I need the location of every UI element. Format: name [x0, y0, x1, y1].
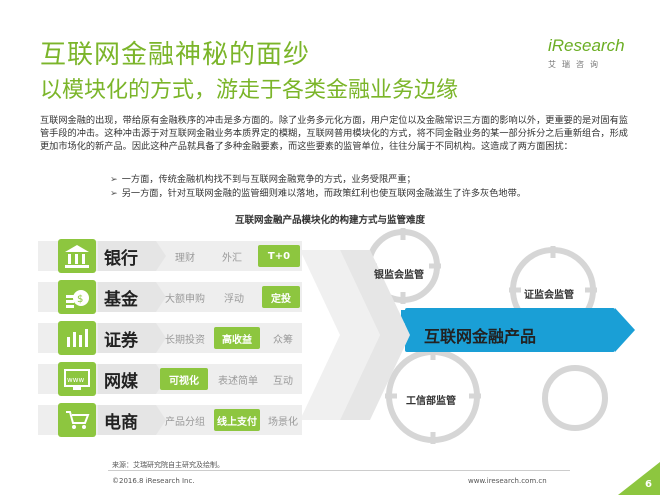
iresearch-logo: iResearch 艾瑞咨询 [548, 36, 630, 82]
module-tag: 表述简单 [218, 375, 258, 387]
module-tag: 长期投资 [165, 334, 205, 346]
module-tag-highlight: 高收益 [214, 327, 260, 349]
module-tag: 互动 [273, 375, 293, 387]
bullet-item: ➢ 一方面，传统金融机构找不到与互联网金融竞争的方式，业务受限严重； [110, 171, 416, 185]
module-tag-highlight: 可视化 [160, 368, 208, 390]
www-icon: www [58, 362, 96, 396]
row-label: 网媒 [98, 364, 166, 394]
center-product-label: 互联网金融产品 [424, 327, 537, 346]
arrow-icon: ➢ [110, 188, 118, 199]
row-label: 基金 [98, 282, 166, 312]
arrow-icon: ➢ [110, 174, 118, 185]
svg-text:$: $ [77, 294, 83, 305]
regulator-label: 证监会监管 [524, 290, 574, 301]
module-tag-highlight: T+0 [258, 245, 300, 267]
module-tag: 大额申购 [165, 293, 205, 305]
row-label: 电商 [98, 405, 166, 435]
body-paragraph: 互联网金融的出现，带给原有金融秩序的冲击是多方面的。除了业务多元化方面，用户定位… [40, 115, 628, 152]
module-tag: 浮动 [224, 293, 244, 305]
footer-url: www.iresearch.com.cn [468, 477, 547, 485]
footer-divider [108, 470, 570, 471]
stock-icon [58, 321, 96, 355]
ecommerce-icon [58, 403, 96, 437]
module-tag: 场景化 [268, 416, 298, 428]
page-subtitle: 以模块化的方式，游走于各类金融业务边缘 [40, 78, 459, 103]
page-number: 6 [645, 479, 652, 490]
regulator-label: 银监会监管 [374, 270, 424, 281]
row-label: 银行 [98, 241, 166, 271]
bullet-text: 一方面，传统金融机构找不到与互联网金融竞争的方式，业务受限严重； [121, 174, 416, 185]
module-tag: 产品分组 [165, 416, 205, 428]
diagram-title: 互联网金融产品模块化的构建方式与监管难度 [234, 215, 425, 226]
module-tag: 外汇 [222, 252, 242, 264]
regulator-label: 工信部监管 [406, 396, 456, 407]
row-label: 证券 [98, 323, 166, 353]
page-number-badge: 6 [618, 462, 660, 495]
page-title: 互联网金融神秘的面纱 [40, 40, 311, 70]
module-tag: 理财 [175, 252, 195, 264]
bank-icon [58, 239, 96, 273]
fund-icon: $ [58, 280, 96, 314]
source-note: 来源：艾瑞研究院自主研究及绘制。 [112, 461, 224, 469]
module-tag-highlight: 线上支付 [214, 409, 260, 431]
merge-arrows [300, 250, 410, 420]
copyright: ©2016.8 iResearch Inc. [112, 477, 195, 485]
module-tag-highlight: 定投 [262, 286, 300, 308]
svg-text:www: www [67, 376, 84, 384]
logo-sub: 艾瑞咨询 [548, 60, 604, 69]
logo-brand: iResearch [548, 36, 625, 55]
bullet-text: 另一方面，针对互联网金融的监管细则难以落地，而政策红利也使互联网金融滋生了许多灰… [121, 188, 526, 199]
bullet-item: ➢ 另一方面，针对互联网金融的监管细则难以落地，而政策红利也使互联网金融滋生了许多… [110, 185, 526, 199]
module-tag: 众筹 [273, 334, 293, 346]
